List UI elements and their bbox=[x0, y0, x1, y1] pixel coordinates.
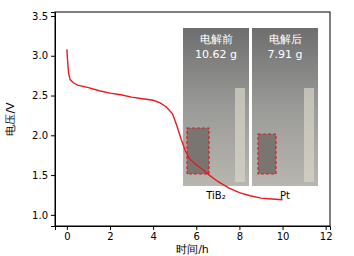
chart: 电解前10.62 g电解后7.91 gTiB₂Pt0246810121.01.5… bbox=[0, 0, 354, 256]
tick-label: 1.0 bbox=[32, 210, 48, 221]
sample-box bbox=[187, 128, 209, 174]
x-axis-title: 时间/h bbox=[176, 243, 209, 256]
tick-label: 8 bbox=[237, 231, 243, 242]
tick-label: 3.0 bbox=[32, 50, 48, 61]
tick-label: 1.5 bbox=[32, 170, 48, 181]
inset-photos: 电解前 10.62 g 电解后 7.91 g bbox=[183, 28, 318, 186]
tick-mark bbox=[283, 226, 284, 230]
tick-label: 2.0 bbox=[32, 130, 48, 141]
x-axis: 0 2 4 6 8 10 12 bbox=[56, 226, 333, 242]
tick: 3.0 bbox=[32, 50, 55, 61]
inset-panel: 电解后 7.91 g bbox=[252, 28, 318, 186]
tick-mark bbox=[51, 175, 55, 176]
annotation: 电解后 bbox=[269, 33, 302, 46]
tick-mark bbox=[110, 226, 111, 230]
tick-mark bbox=[326, 226, 327, 230]
tick: 1.0 bbox=[32, 210, 55, 221]
tick: 10 bbox=[277, 226, 290, 242]
tick: 8 bbox=[237, 226, 243, 242]
y-axis: 1.0 1.5 2.0 2.5 3.0 3.5 bbox=[32, 11, 55, 227]
tick-mark bbox=[196, 226, 197, 230]
plot-frame bbox=[55, 12, 330, 226]
axis-line bbox=[56, 227, 331, 231]
tick: 4 bbox=[150, 226, 156, 242]
tick: 12 bbox=[320, 226, 333, 242]
tick-label: 2 bbox=[107, 231, 113, 242]
sample-box bbox=[258, 134, 276, 174]
tick-label: 3.5 bbox=[32, 11, 48, 22]
tick: 2.5 bbox=[32, 90, 55, 101]
plot: 电解前10.62 g电解后7.91 gTiB₂Pt0246810121.01.5… bbox=[32, 11, 332, 242]
tick: 1.5 bbox=[32, 170, 55, 181]
ruler bbox=[235, 88, 245, 182]
annotation: 10.62 g bbox=[195, 48, 237, 61]
tick-mark bbox=[153, 226, 154, 230]
tick-label: 4 bbox=[150, 231, 156, 242]
tick-mark bbox=[67, 226, 68, 230]
tick: 2.0 bbox=[32, 130, 55, 141]
axis-line bbox=[51, 13, 56, 227]
tick: 2 bbox=[107, 226, 113, 242]
annotation: TiB₂ bbox=[205, 190, 225, 201]
tick-label: 2.5 bbox=[32, 90, 48, 101]
annotation: 7.91 g bbox=[268, 48, 303, 61]
tick-label: 6 bbox=[194, 231, 200, 242]
tick-mark bbox=[51, 16, 55, 17]
photo bbox=[252, 28, 318, 186]
tick-label: 10 bbox=[277, 231, 290, 242]
line bbox=[67, 49, 283, 199]
tick: 6 bbox=[194, 226, 200, 242]
series-group bbox=[67, 49, 283, 199]
tick: 3.5 bbox=[32, 11, 55, 22]
tick-mark bbox=[51, 96, 55, 97]
tick-label: 12 bbox=[320, 231, 333, 242]
tick-mark bbox=[51, 215, 55, 216]
tick-label: 0 bbox=[64, 231, 70, 242]
tick-mark bbox=[51, 135, 55, 136]
tick-mark bbox=[51, 56, 55, 57]
ruler bbox=[304, 88, 314, 182]
y-axis-title: 电压/V bbox=[4, 102, 17, 136]
annotation: 电解前 bbox=[200, 33, 233, 46]
tick-mark bbox=[239, 226, 240, 230]
tick: 0 bbox=[64, 226, 70, 242]
